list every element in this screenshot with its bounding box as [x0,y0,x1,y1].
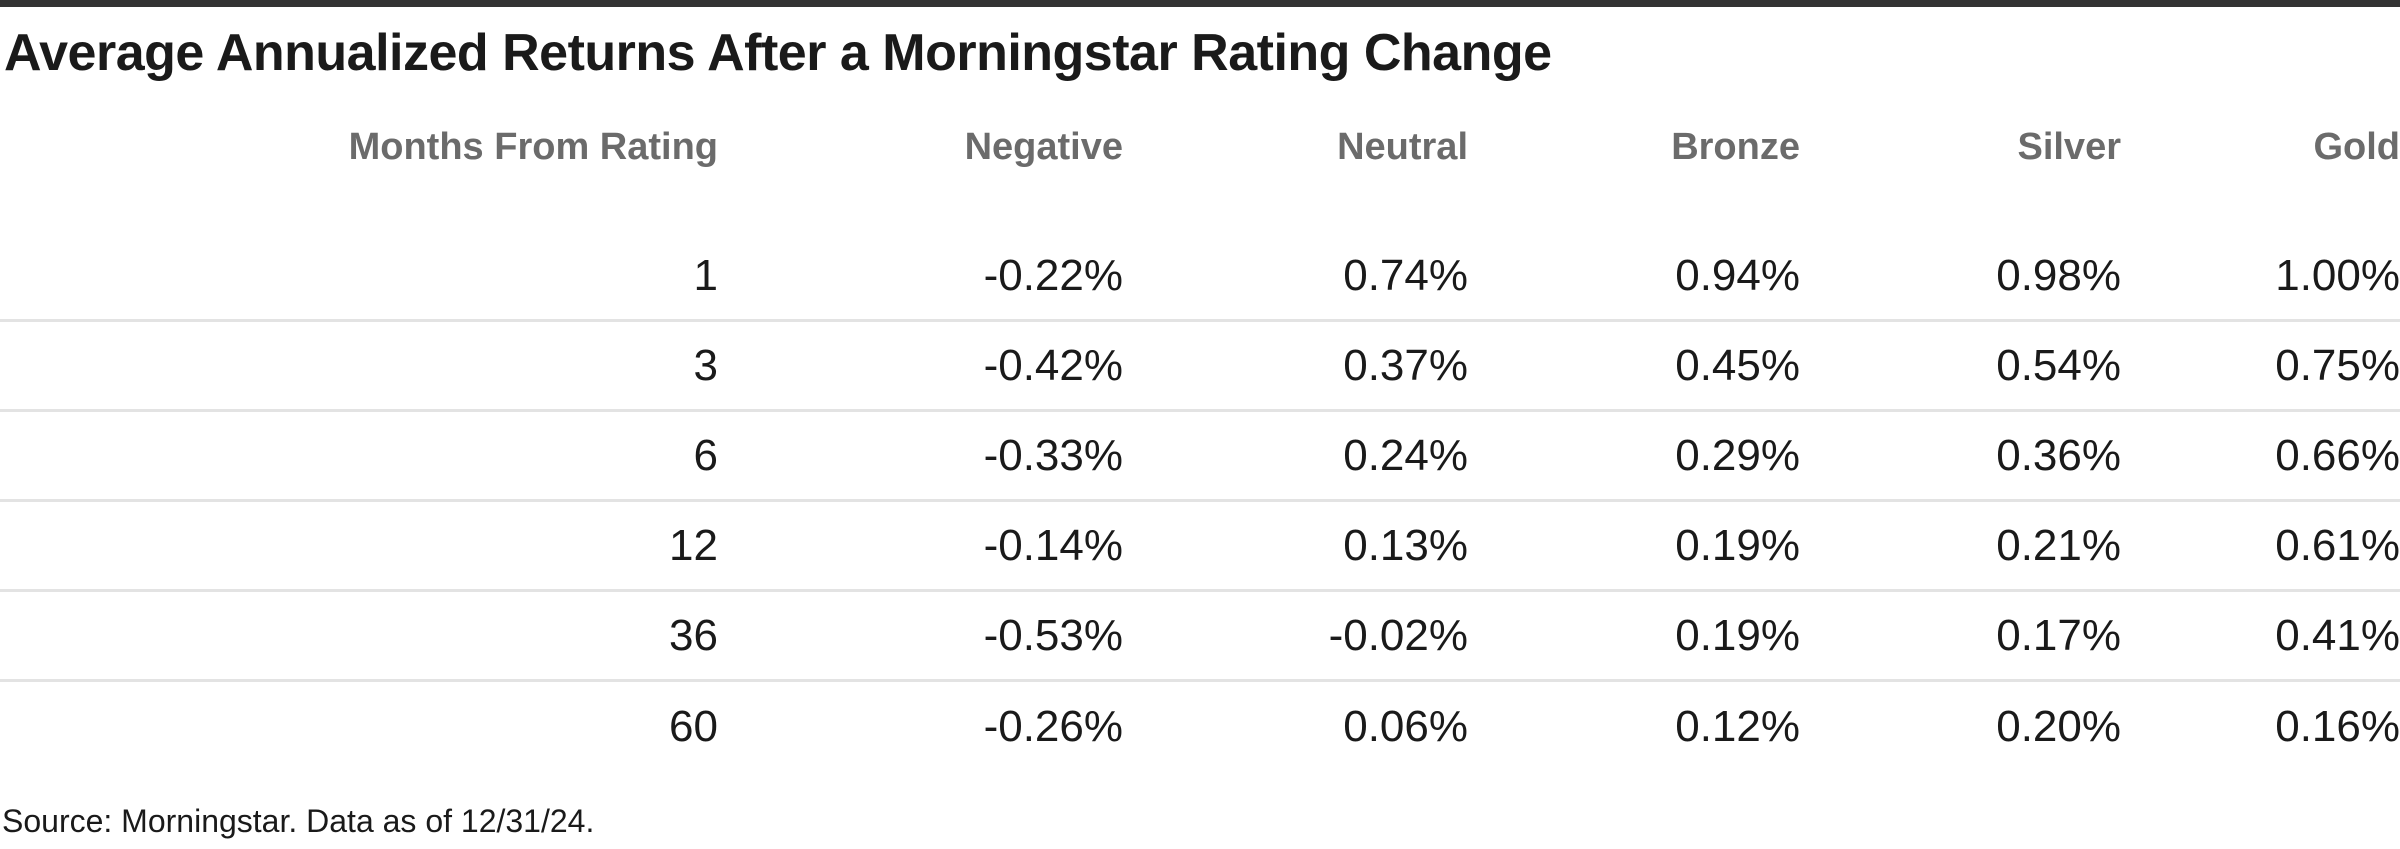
value-cell-gold: 0.61% [2275,520,2400,570]
value-cell-neutral: 0.06% [1343,702,1468,751]
value-cell-silver: 0.21% [1996,520,2121,570]
value-cell-negative: -0.33% [983,430,1123,480]
value-cell-silver: 0.17% [1996,610,2121,660]
table-row-month-60: 60 -0.26% 0.06% 0.12% 0.20% 0.16% [0,682,2400,772]
source-note: Source: Morningstar. Data as of 12/31/24… [2,803,595,839]
value-cell-neutral: 0.24% [1343,430,1468,480]
returns-table: Months From Rating Negative Neutral Bronze S… [0,125,2400,772]
value-cell-silver: 0.36% [1996,430,2121,480]
value-cell-bronze: 0.29% [1675,430,1800,480]
value-cell-negative: -0.26% [983,702,1123,751]
months-from-rating-cell: 60 [669,702,718,751]
value-cell-gold: 0.41% [2275,610,2400,660]
table-row-month-3: 3 -0.42% 0.37% 0.45% 0.54% 0.75% [0,322,2400,412]
value-cell-bronze: 0.12% [1675,702,1800,751]
value-cell-bronze: 0.45% [1675,340,1800,390]
table-row-month-1: 1 -0.22% 0.74% 0.94% 0.98% 1.00% [0,232,2400,322]
value-cell-gold: 1.00% [2275,250,2400,300]
value-cell-neutral: 0.13% [1343,520,1468,570]
months-from-rating-cell: 1 [693,250,718,300]
value-cell-negative: -0.22% [983,250,1123,300]
value-cell-bronze: 0.19% [1675,610,1800,660]
table-header-row: Months From Rating Negative Neutral Bronze S… [0,125,2400,169]
value-cell-neutral: 0.37% [1343,340,1468,390]
value-cell-silver: 0.54% [1996,340,2121,390]
top-accent-bar [0,0,2400,7]
column-header-gold: Gold [2313,126,2400,168]
value-cell-negative: -0.42% [983,340,1123,390]
months-from-rating-cell: 36 [669,610,718,660]
value-cell-bronze: 0.94% [1675,250,1800,300]
value-cell-negative: -0.53% [983,610,1123,660]
table-row-month-36: 36 -0.53% -0.02% 0.19% 0.17% 0.41% [0,592,2400,682]
chart-title: Average Annualized Returns After a Morni… [4,24,1552,82]
value-cell-negative: -0.14% [983,520,1123,570]
value-cell-silver: 0.98% [1996,250,2121,300]
months-from-rating-cell: 6 [693,430,718,480]
value-cell-gold: 0.75% [2275,340,2400,390]
table-row-month-6: 6 -0.33% 0.24% 0.29% 0.36% 0.66% [0,412,2400,502]
column-header-neutral: Neutral [1337,126,1468,168]
column-header-bronze: Bronze [1671,126,1800,168]
column-header-negative: Negative [964,126,1123,168]
value-cell-bronze: 0.19% [1675,520,1800,570]
column-header-silver: Silver [2017,126,2121,168]
column-header-months-from-rating: Months From Rating [348,126,718,168]
months-from-rating-cell: 12 [669,520,718,570]
value-cell-silver: 0.20% [1996,702,2121,751]
months-from-rating-cell: 3 [693,340,718,390]
table-body: 1 -0.22% 0.74% 0.94% 0.98% 1.00% 3 -0.42% 0.37% 0… [0,232,2400,772]
value-cell-neutral: -0.02% [1328,610,1468,660]
value-cell-gold: 0.16% [2275,702,2400,751]
value-cell-gold: 0.66% [2275,430,2400,480]
value-cell-neutral: 0.74% [1343,250,1468,300]
table-row-month-12: 12 -0.14% 0.13% 0.19% 0.21% 0.61% [0,502,2400,592]
